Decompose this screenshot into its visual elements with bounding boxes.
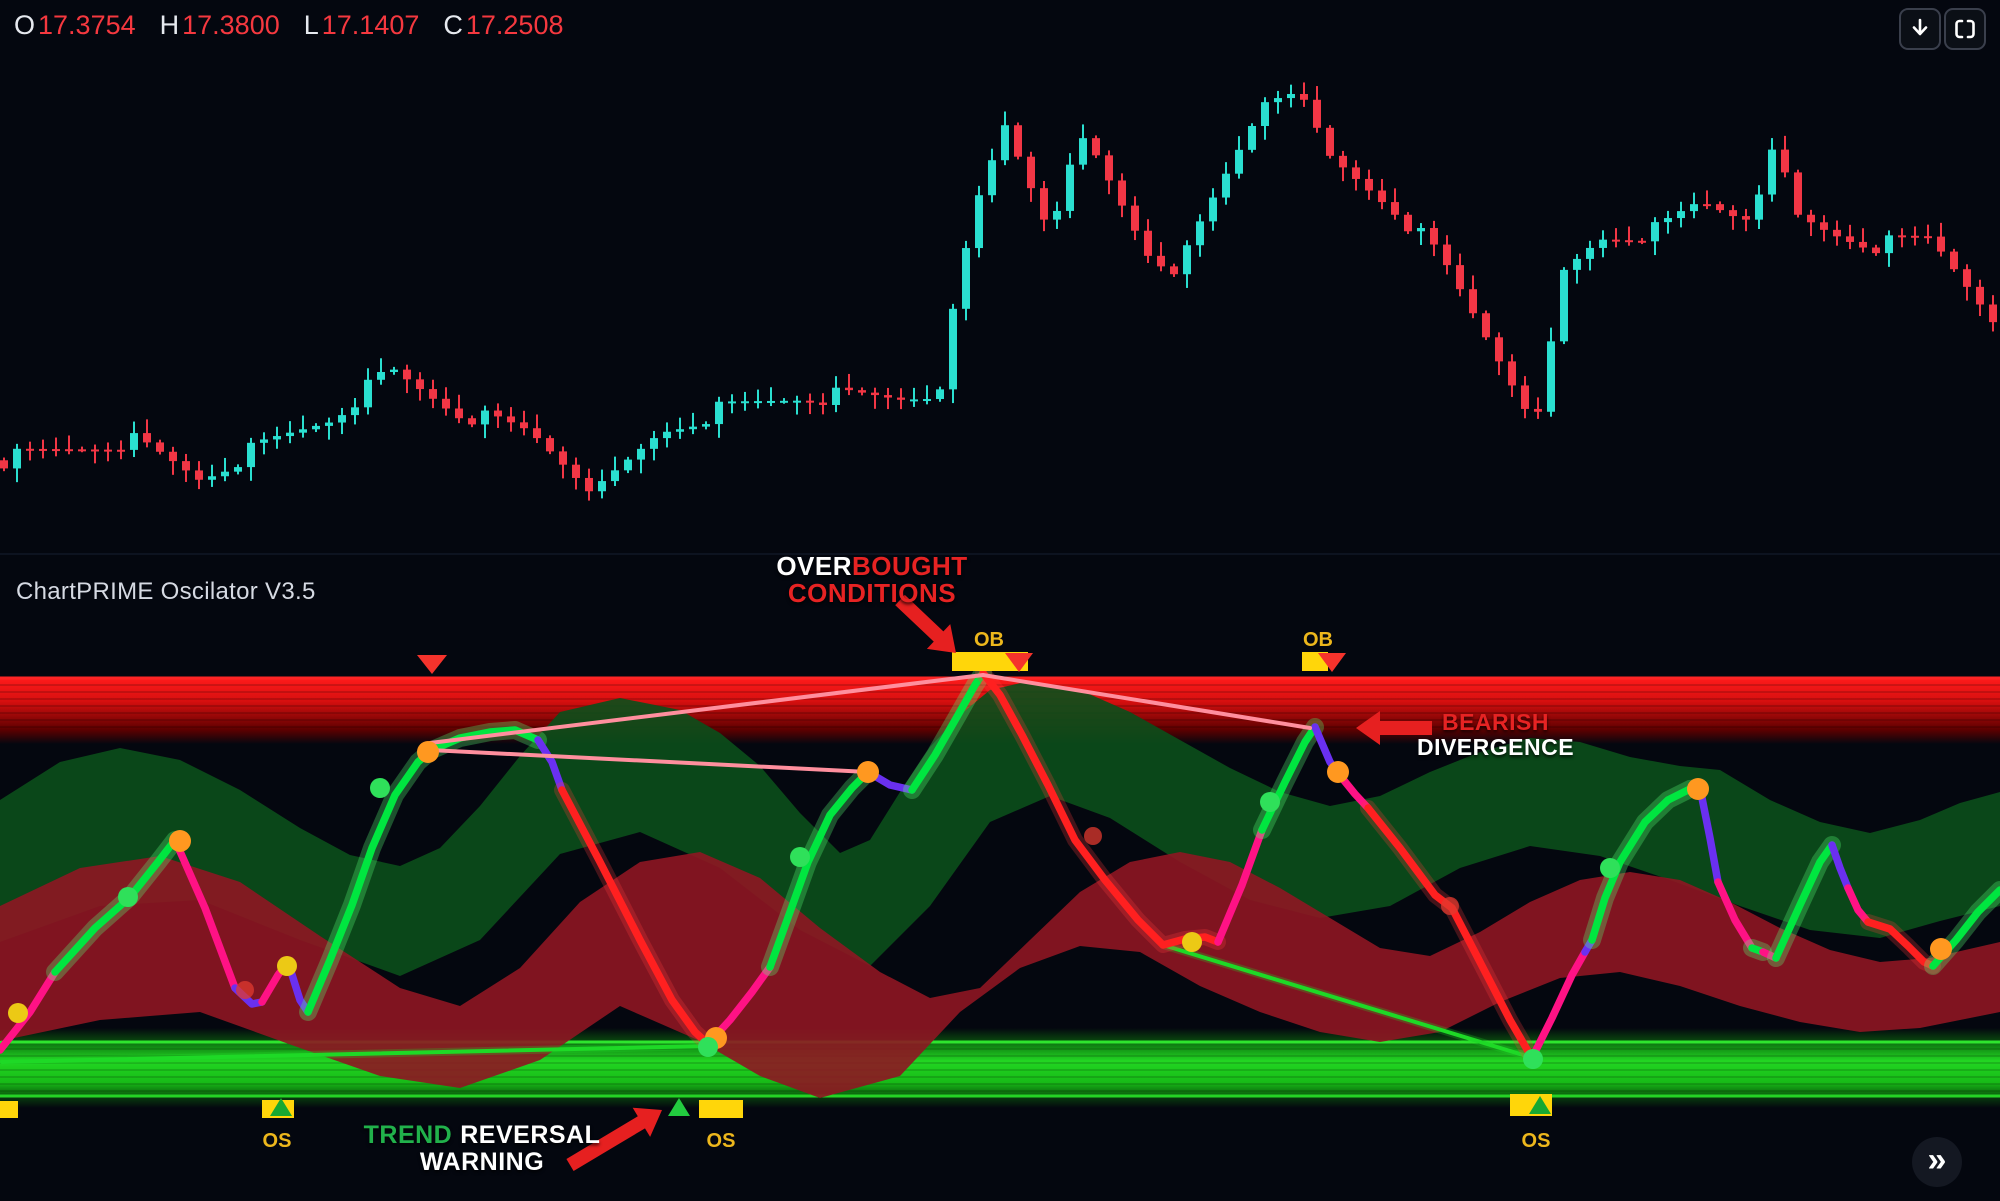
- pane-divider: [0, 553, 2000, 555]
- fullscreen-button[interactable]: [1944, 8, 1986, 50]
- collapse-panel-button[interactable]: »: [1912, 1137, 1962, 1187]
- bearish-divergence-annotation: BEARISH DIVERGENCE: [1416, 709, 1575, 760]
- overbought-annotation: OVERBOUGHT CONDITIONS: [776, 551, 968, 608]
- download-icon: [1912, 18, 1928, 36]
- ob-label: OB: [974, 629, 1004, 651]
- pivot-dots: [8, 741, 1952, 1069]
- bearish-divergence-trendlines: [428, 673, 1312, 774]
- annotation-arrows: [566, 594, 1432, 1172]
- os-label: OS: [707, 1130, 736, 1152]
- bullish-divergence-trendlines: [0, 941, 1537, 1066]
- os-label: OS: [263, 1130, 292, 1152]
- fullscreen-icon: [1955, 19, 1975, 39]
- close-readout: C 17.2508: [443, 10, 564, 40]
- indicator-title: ChartPRIME Oscilator V3.5: [16, 578, 316, 605]
- ob-label: OB: [1303, 629, 1333, 651]
- ohlc-legend: O 17.3754 H 17.3800 L 17.1407 C 17.2508: [14, 10, 563, 41]
- os-label: OS: [1522, 1130, 1551, 1152]
- open-readout: O 17.3754: [14, 10, 136, 40]
- candlestick-series: [0, 82, 1997, 501]
- double-chevron-right-icon: »: [1927, 1141, 1947, 1179]
- high-readout: H 17.3800: [159, 10, 280, 40]
- download-button[interactable]: [1899, 8, 1941, 50]
- ob-os-markers: OB OB OS OS OS: [0, 629, 1552, 1152]
- low-readout: L 17.1407: [303, 10, 420, 40]
- trend-reversal-annotation: TREND REVERSAL WARNING: [363, 1121, 601, 1176]
- oscillator-ribbons: [0, 681, 2000, 1098]
